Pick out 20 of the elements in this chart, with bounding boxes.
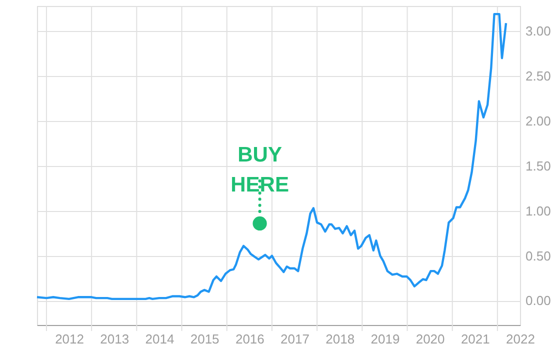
x-tick-label: 2015 [190, 332, 220, 346]
y-tick-label: 3.00 [526, 24, 551, 39]
line-series [36, 12, 508, 300]
x-tick-label: 2014 [145, 332, 174, 346]
x-tick-label: 2022 [506, 332, 535, 346]
y-tick-label: 1.00 [526, 203, 551, 218]
y-tick-label: 0.00 [526, 293, 551, 308]
x-tick-label: 2012 [55, 332, 84, 346]
y-tick-label: 2.50 [526, 68, 551, 84]
x-tick-label: 2020 [416, 332, 445, 346]
y-tick-label: 0.50 [526, 248, 551, 264]
annotation: BUY HERE [230, 143, 289, 196]
y-tick-label: 2.00 [526, 114, 551, 129]
x-tick-label: 2021 [460, 332, 490, 346]
x-tick-label: 2016 [235, 332, 264, 346]
y-tick-label: 1.50 [526, 158, 551, 174]
x-tick-label: 2019 [370, 332, 400, 346]
x-tick-label: 2018 [326, 332, 355, 346]
x-tick-label: 2017 [280, 332, 310, 346]
x-tick-label: 2013 [100, 332, 130, 346]
